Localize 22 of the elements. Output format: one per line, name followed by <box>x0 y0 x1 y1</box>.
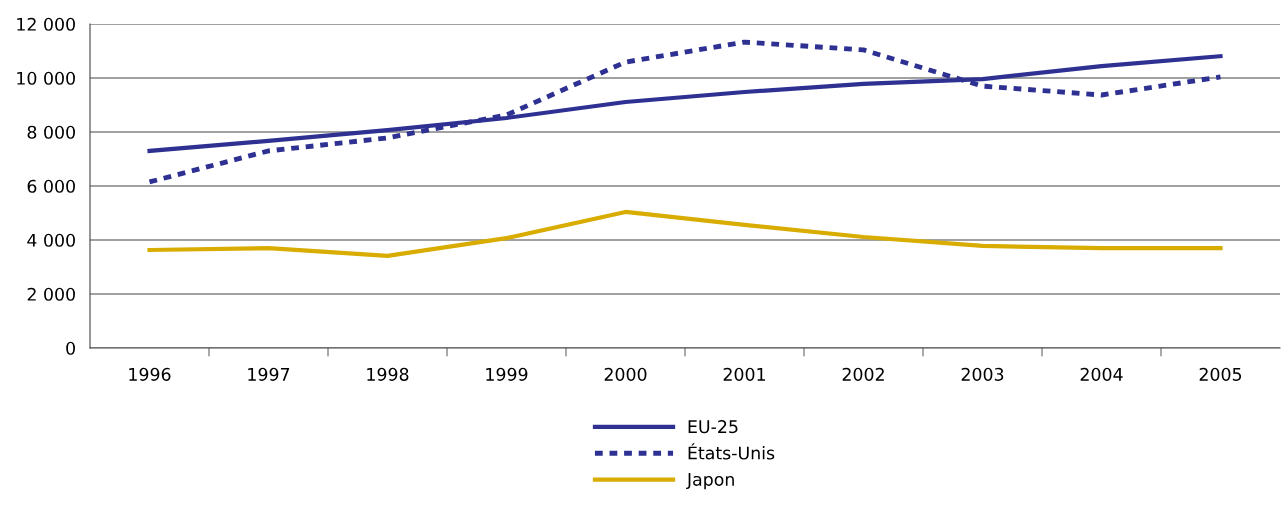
y-tick-label: 12 000 <box>17 17 75 31</box>
x-tick-label: 2001 <box>723 367 765 381</box>
x-tick-label: 2002 <box>842 367 884 381</box>
legend-label: Japon <box>686 472 734 490</box>
y-tick-label: 6 000 <box>27 179 75 193</box>
x-tick-label: 1996 <box>129 367 171 381</box>
legend-label: États-Unis <box>688 443 775 460</box>
y-tick-label: 2 000 <box>27 287 75 301</box>
line-series <box>147 209 1223 259</box>
y-tick-label: 10 000 <box>17 71 75 85</box>
legend-label: EU-25 <box>688 420 738 434</box>
y-tick-label: 0 <box>66 341 75 355</box>
x-tick-label: 2003 <box>961 367 1004 381</box>
line-series <box>147 39 1223 185</box>
x-tick-label: 2004 <box>1080 367 1123 381</box>
x-tick-label: 1997 <box>248 367 290 381</box>
y-tick-label: 4 000 <box>27 233 75 247</box>
y-tick-label: 8 000 <box>27 125 75 139</box>
x-tick-label: 2000 <box>604 367 647 381</box>
x-tick-label: 1999 <box>486 367 528 381</box>
x-tick-label: 1998 <box>367 367 409 381</box>
x-tick-label: 2005 <box>1199 367 1242 381</box>
